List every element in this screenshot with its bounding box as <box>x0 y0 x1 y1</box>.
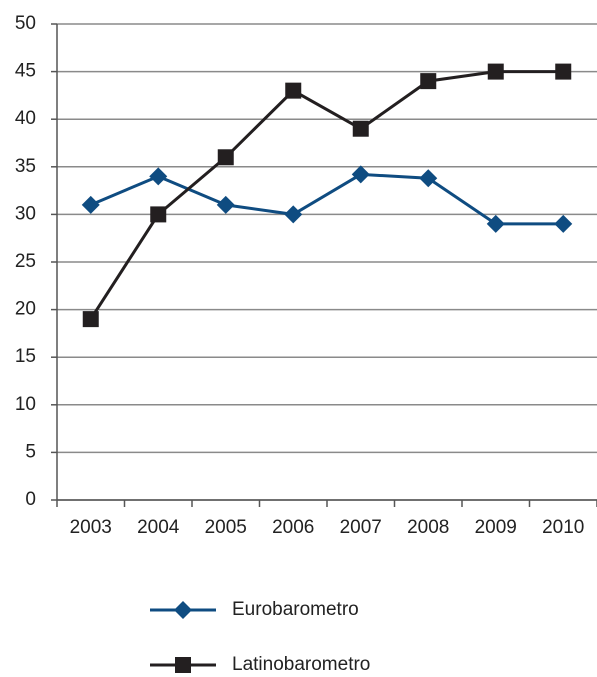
x-tick-label: 2003 <box>70 517 112 538</box>
point <box>486 214 505 233</box>
series-line <box>90 172 564 226</box>
y-tick-label: 40 <box>15 108 36 129</box>
point <box>554 214 573 233</box>
y-tick-label: 25 <box>15 251 36 272</box>
y-tick-label: 0 <box>25 489 36 510</box>
y-tick-label: 30 <box>15 203 36 224</box>
x-tick-label: 2007 <box>340 517 382 538</box>
point <box>351 165 370 184</box>
legend-marker <box>174 601 192 619</box>
legend-marker <box>175 657 191 673</box>
y-tick-label: 50 <box>15 13 36 34</box>
point <box>150 206 167 223</box>
point <box>487 63 504 80</box>
y-tick-label: 20 <box>15 299 36 320</box>
point <box>82 311 99 328</box>
point <box>420 73 437 90</box>
point <box>216 195 235 214</box>
point <box>419 169 438 188</box>
point <box>81 195 100 214</box>
x-tick-label: 2008 <box>407 517 449 538</box>
legend-label: Eurobarometro <box>232 599 359 620</box>
y-tick-label: 5 <box>25 441 36 462</box>
point <box>217 149 234 166</box>
y-tick-label: 15 <box>15 346 36 367</box>
series-line <box>89 70 564 320</box>
y-tick-label: 35 <box>15 156 36 177</box>
point <box>555 63 572 80</box>
y-tick-label: 10 <box>15 394 36 415</box>
point <box>285 82 302 99</box>
legend-label: Latinobarometro <box>232 654 370 675</box>
x-tick-label: 2006 <box>272 517 314 538</box>
point <box>352 120 369 137</box>
x-tick-label: 2009 <box>475 517 517 538</box>
x-tick-label: 2005 <box>205 517 247 538</box>
point <box>284 205 303 224</box>
x-tick-label: 2010 <box>542 517 584 538</box>
y-tick-label: 45 <box>15 61 36 82</box>
point <box>149 167 168 186</box>
x-tick-label: 2004 <box>137 517 180 538</box>
